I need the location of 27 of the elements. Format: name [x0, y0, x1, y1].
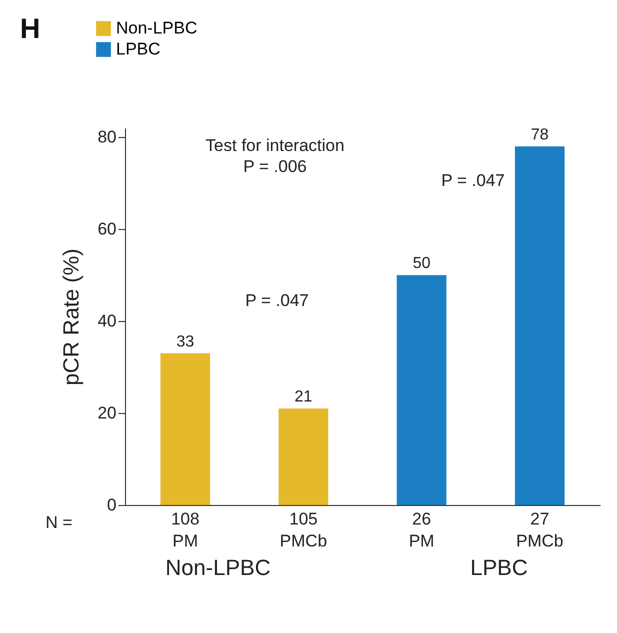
x-tick-label: 27 PMCb	[516, 510, 564, 550]
text: Non-LPBC	[165, 555, 271, 580]
legend-label: Non-LPBC	[116, 18, 198, 38]
y-axis-title: pCR Rate (%)	[58, 248, 84, 386]
y-tick-label: 80	[98, 128, 116, 147]
x-tick-label: 26 PM	[408, 510, 434, 550]
x-tick-label: 108 PM	[171, 510, 200, 550]
y-tick-label: 20	[98, 404, 116, 423]
y-tick-label: 40	[98, 312, 116, 331]
bar	[160, 353, 210, 505]
text: LPBC	[470, 555, 528, 580]
legend-label: LPBC	[116, 40, 160, 58]
data-label: 21	[294, 388, 312, 406]
data-label: 33	[176, 333, 194, 350]
y-tick-label: 0	[107, 496, 116, 514]
annotation: Test for interaction P = .006	[206, 136, 344, 176]
bar	[514, 146, 565, 505]
y-tick-label: 60	[98, 220, 116, 239]
annotation: P = .047	[441, 171, 505, 190]
bar	[278, 408, 328, 505]
annotation: P = .047	[245, 291, 309, 310]
data-label: 50	[412, 255, 431, 272]
chart-title: H	[20, 13, 40, 44]
data-label: 78	[530, 126, 549, 144]
bar	[396, 275, 446, 505]
text: N =	[46, 513, 73, 532]
x-tick-label: 105 PMCb	[280, 510, 328, 550]
